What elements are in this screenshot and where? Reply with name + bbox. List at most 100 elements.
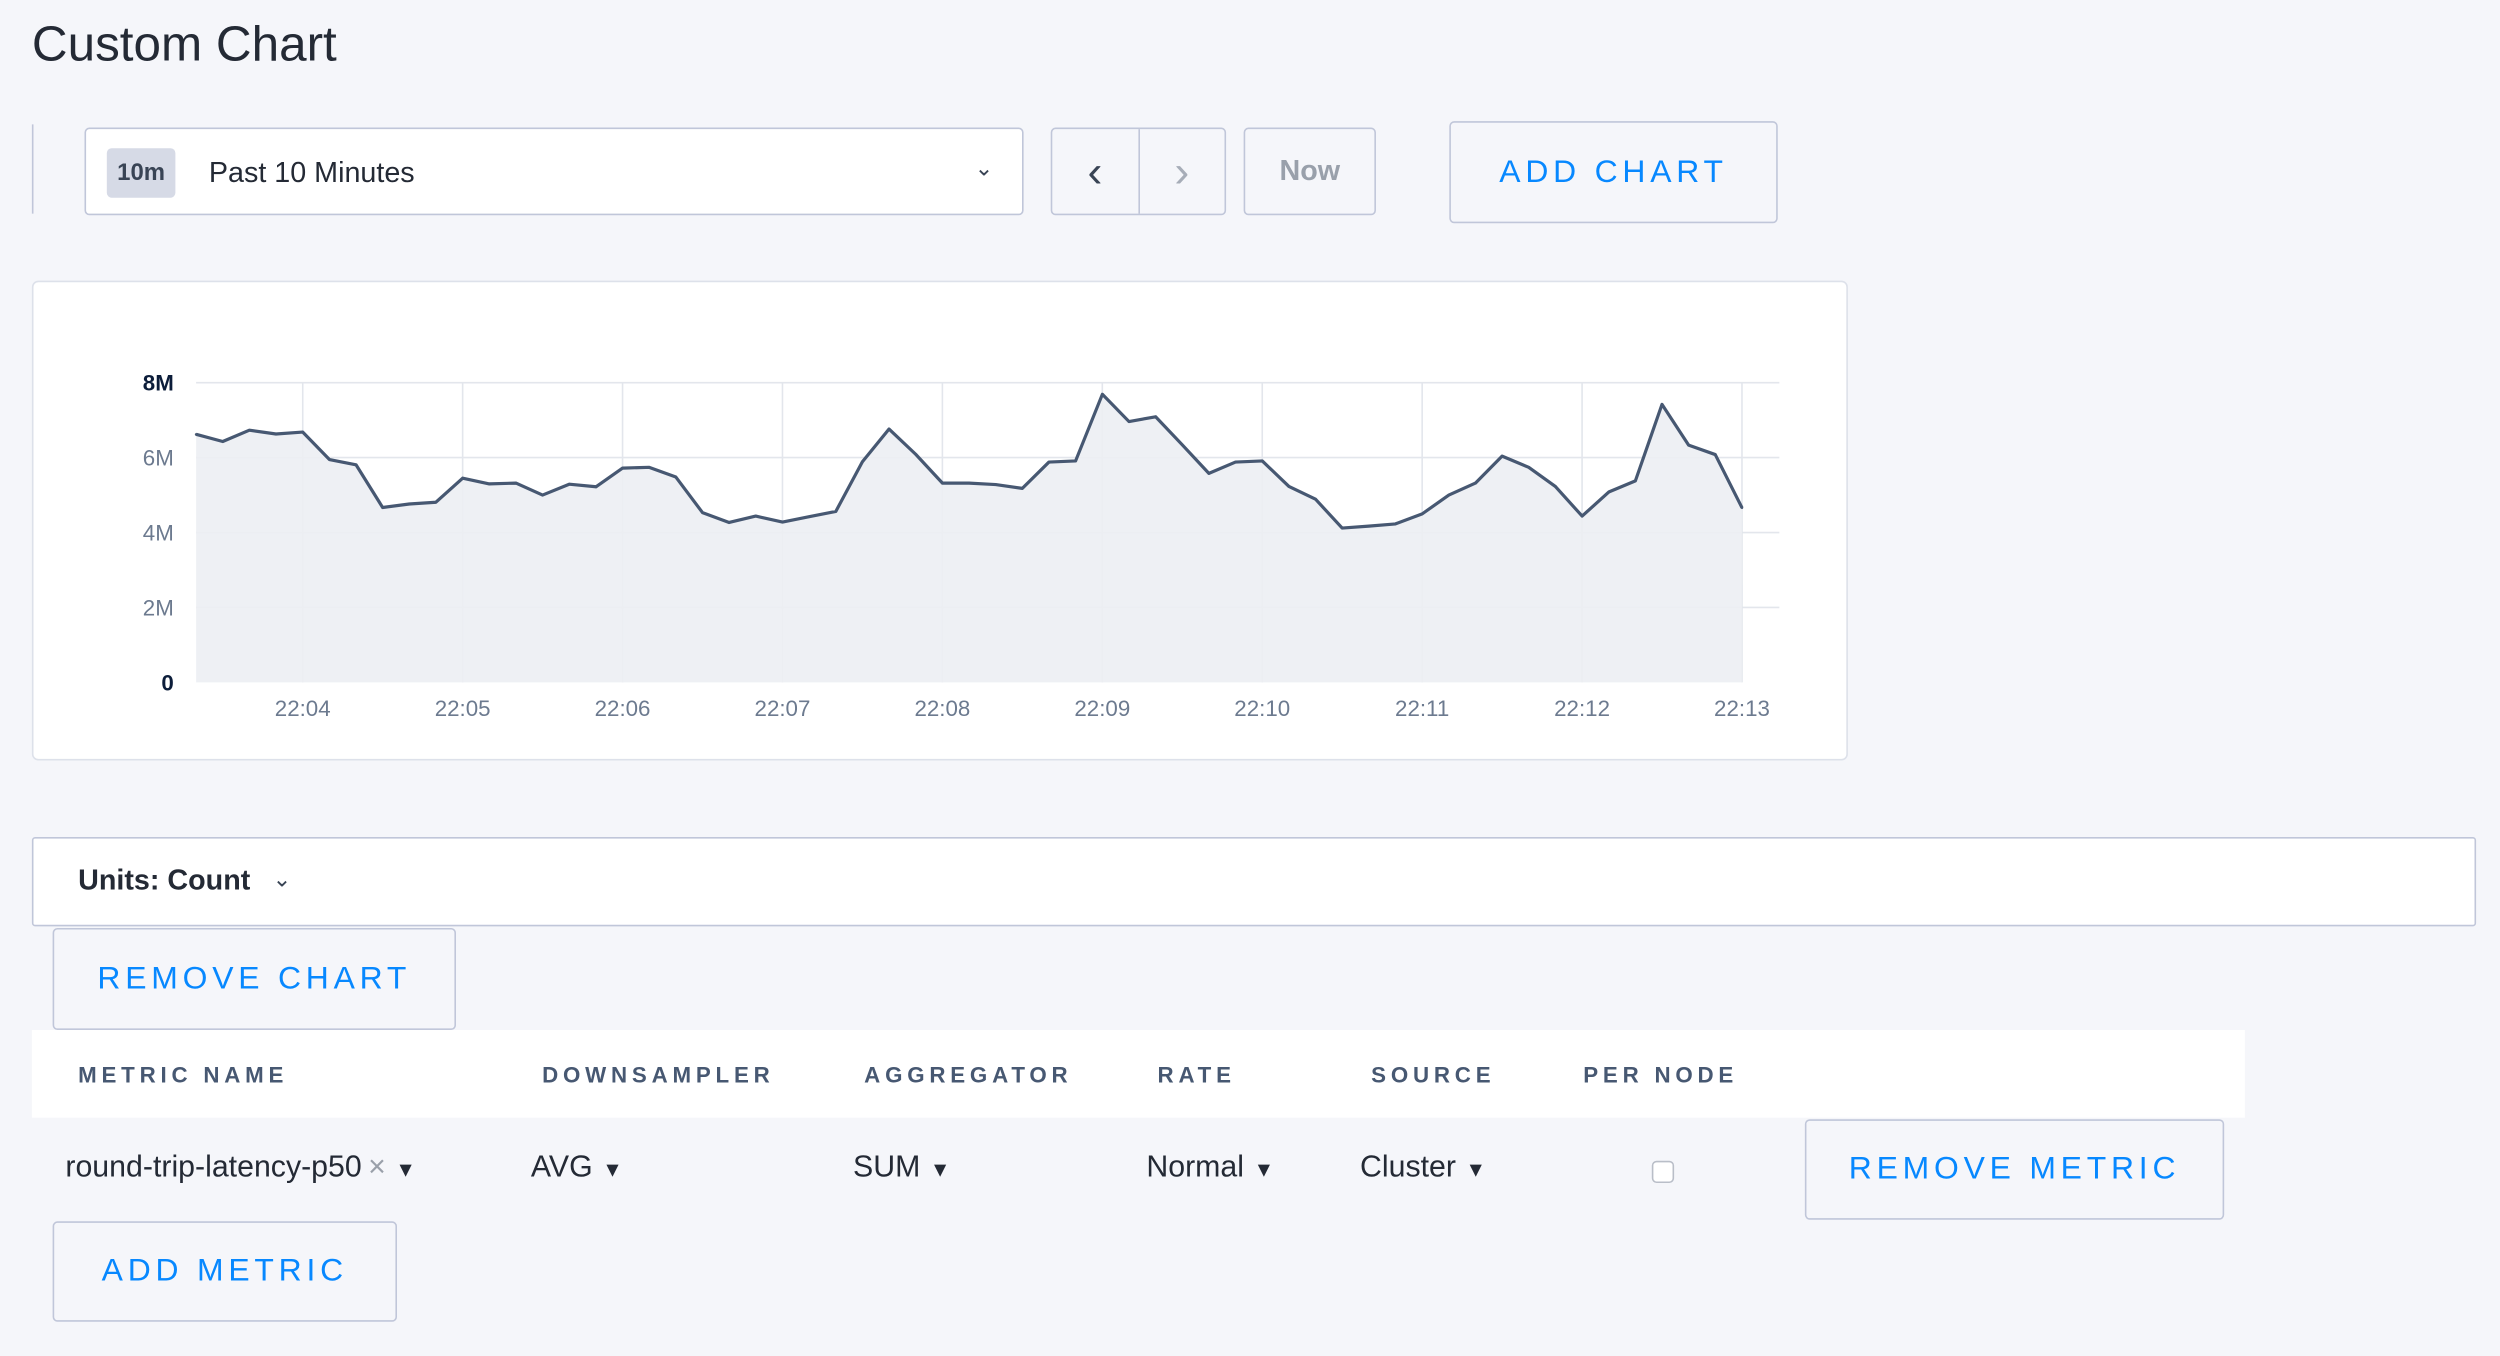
data-point [1607,490,1610,494]
data-point [1260,459,1264,463]
data-point [1314,497,1317,501]
data-point [887,427,891,431]
data-point [1687,443,1690,447]
data-point [381,506,384,509]
data-point [1554,485,1557,488]
downsampler-select[interactable]: AVG ▼ [531,1151,623,1186]
data-point [1101,392,1104,396]
data-point [434,500,438,504]
data-point [541,493,544,497]
data-point [1127,420,1131,423]
data-point [1474,481,1477,485]
downsampler-value: AVG [530,1151,593,1185]
y-tick-label: 2M [143,595,174,620]
data-point [1580,514,1584,518]
column-header: RATE [1157,1061,1236,1088]
area-fill [196,394,1743,683]
y-tick-label: 8M [143,371,174,396]
data-point [1420,512,1424,516]
y-tick-label: 4M [143,521,174,546]
data-point [221,440,225,443]
caret-down-icon: ▼ [1253,1157,1275,1182]
chevron-down-icon: ⌄ [974,154,994,181]
y-tick-label: 0 [161,670,173,695]
time-range-label: Past 10 Minutes [208,156,415,189]
data-point [807,515,811,519]
x-tick-label: 22:08 [914,696,970,721]
data-point [1234,460,1237,464]
per-node-checkbox[interactable] [1651,1160,1675,1184]
column-header: PER NODE [1583,1061,1739,1088]
time-range-badge: 10m [106,148,176,198]
data-point [861,460,864,463]
units-label: Units: Count [78,864,251,897]
source-select[interactable]: Cluster ▼ [1360,1151,1486,1186]
data-point [1367,524,1371,528]
data-point [1154,415,1157,419]
remove-metric-button[interactable]: REMOVE METRIC [1804,1119,2225,1220]
data-point [967,481,971,485]
x-tick-label: 22:04 [275,696,331,721]
data-point [994,483,997,486]
data-point [701,511,704,514]
data-point [1447,493,1451,497]
remove-chart-button[interactable]: REMOVE CHART [52,927,456,1030]
data-point [248,428,251,432]
rate-select[interactable]: Normal ▼ [1146,1151,1274,1186]
add-metric-button[interactable]: ADD METRIC [52,1221,398,1322]
x-tick-label: 22:11 [1395,696,1449,721]
caret-down-icon: ▼ [602,1157,623,1182]
x-tick-label: 22:06 [595,696,651,721]
caret-down-icon: ▼ [395,1157,416,1182]
metrics-table-header: METRIC NAME DOWNSAMPLER AGGREGATOR RATE … [31,1029,2245,1118]
caret-down-icon: ▼ [1465,1157,1487,1182]
data-point [461,476,464,480]
divider [31,124,34,214]
data-point [1340,526,1344,530]
chevron-right-icon[interactable]: › [1174,146,1190,197]
data-point [1180,443,1184,447]
data-point [1500,454,1504,458]
time-nav: ‹ › [1050,127,1227,216]
data-point [408,502,411,506]
rate-value: Normal [1146,1151,1245,1185]
y-tick-label: 6M [143,446,174,471]
data-point [1207,472,1211,475]
data-point [914,452,918,456]
caret-down-icon: ▼ [929,1157,951,1182]
chevron-down-icon: ⌄ [272,865,292,892]
metric-name-value: round-trip-latency-p50 [65,1151,362,1185]
data-point [1740,506,1744,510]
data-point [594,485,598,489]
units-select[interactable]: Units: Count ⌄ [31,837,2477,927]
x-tick-label: 22:12 [1554,696,1610,721]
add-chart-button[interactable]: ADD CHART [1449,121,1778,224]
x-tick-label: 22:07 [755,696,811,721]
x-tick-label: 22:13 [1714,696,1770,721]
page-title: Custom Chart [31,15,337,72]
data-point [274,432,278,436]
data-point [514,481,518,485]
data-point [488,482,491,486]
time-range-select[interactable]: 10m Past 10 Minutes ⌄ [84,127,1024,216]
data-point [1527,466,1531,469]
data-point [727,521,731,524]
x-tick-label: 22:10 [1234,696,1290,721]
aggregator-select[interactable]: SUM ▼ [853,1151,950,1186]
column-header: METRIC NAME [78,1061,289,1088]
data-point [1287,485,1291,488]
metric-name-select[interactable]: round-trip-latency-p50 × ▼ [65,1151,416,1186]
now-button[interactable]: Now [1243,127,1376,216]
clear-icon[interactable]: × [368,1151,386,1185]
chart-card: 0 2M 4M 6M 8M 22:04 22:05 22:06 22:07 22:08 22:09 2… [31,280,1848,761]
data-point [354,463,358,466]
data-point [1047,460,1051,464]
data-point [1074,459,1077,463]
chevron-left-icon[interactable]: ‹ [1052,129,1140,214]
data-point [1634,479,1637,483]
x-tick-label: 22:05 [435,696,491,721]
data-point [567,482,571,486]
data-point [621,466,624,470]
data-point [647,466,651,469]
